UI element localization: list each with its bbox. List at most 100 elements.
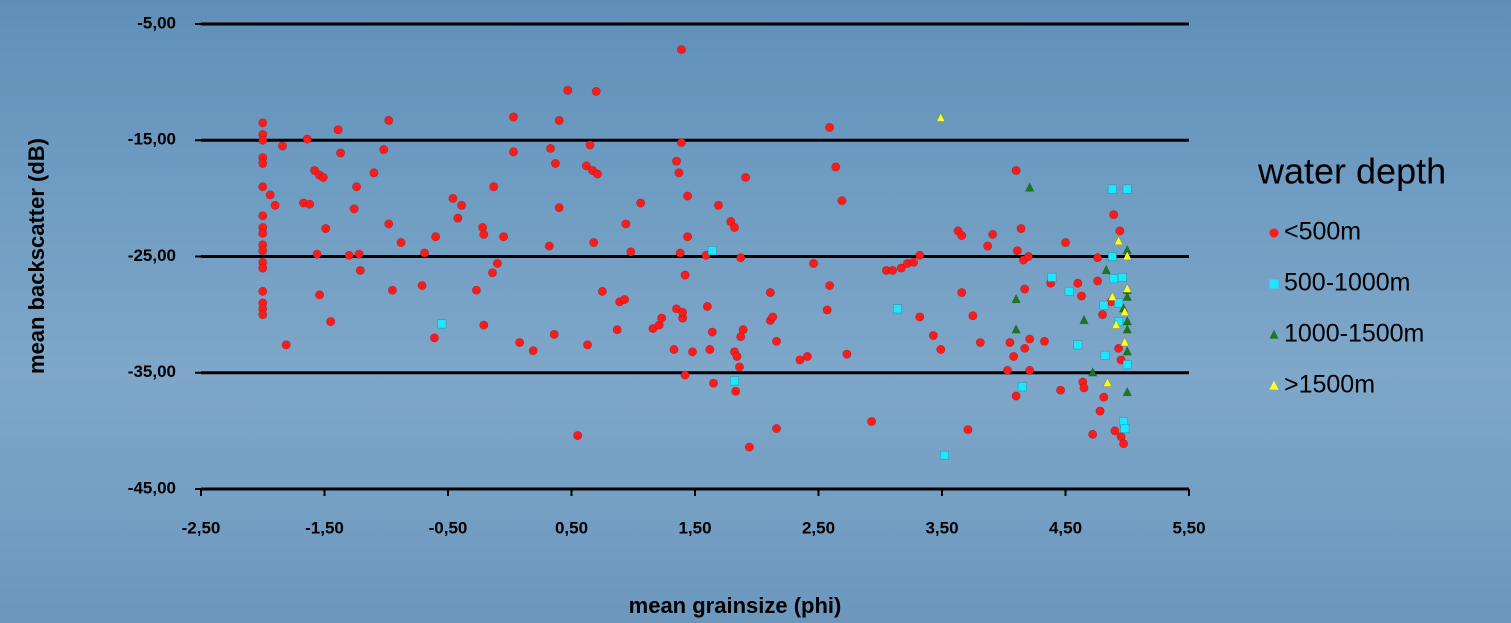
data-point [621,219,631,229]
data-point [683,232,693,242]
data-point [1099,392,1109,402]
data-point [1025,334,1035,344]
data-point [825,122,835,132]
data-point [336,148,346,158]
data-point [669,344,679,354]
data-point [489,182,499,192]
data-point [550,159,560,169]
data-point [713,200,723,210]
legend-marker [1269,228,1279,238]
data-point [896,263,906,273]
data-point [705,344,715,354]
data-point [657,313,667,323]
data-point [1011,324,1021,334]
data-point [1119,439,1129,449]
legend-marker [1269,329,1279,339]
y-tick-label: -35,00 [128,362,176,381]
data-point [333,125,343,135]
data-point [825,281,835,291]
data-point [837,196,847,206]
data-point [1122,386,1132,397]
data-point [1095,406,1105,416]
data-point [957,231,967,241]
x-tick-label: 3,50 [925,518,958,537]
legend-label: 500-1000m [1284,269,1410,297]
data-point [321,224,331,234]
data-point [417,281,427,291]
data-point [1111,319,1121,329]
data-point [487,268,497,278]
data-point [369,168,379,178]
data-point [258,263,268,273]
data-point [585,140,595,150]
data-point [731,386,741,396]
data-point [554,115,564,125]
data-point [554,203,564,213]
y-tick-label: -5,00 [137,13,176,32]
data-point [384,219,394,229]
data-point [355,265,365,275]
data-point [1107,291,1118,301]
data-point [1122,250,1132,261]
data-point [928,331,938,341]
data-point [1073,278,1083,288]
data-point [479,320,489,330]
y-tick-label: -25,00 [128,246,176,265]
data-point [1009,351,1019,361]
data-point [1023,252,1033,262]
data-point [1098,310,1108,320]
data-point [1099,300,1109,310]
data-point [867,417,877,427]
data-point [957,288,967,298]
legend-marker [1269,380,1279,390]
data-point [683,191,693,201]
data-point [1005,338,1015,348]
data-point [581,161,591,171]
data-point [1016,224,1026,234]
data-point [1093,276,1103,286]
data-point [265,190,275,200]
data-point [479,229,489,239]
data-point [741,172,751,182]
data-point [1109,274,1119,284]
x-tick-label: 4,50 [1049,518,1082,537]
data-point [457,200,467,210]
data-point [1011,293,1021,304]
data-point [258,118,268,128]
data-point [744,442,754,452]
data-point [258,246,268,256]
data-point [591,86,601,96]
data-point [453,213,463,223]
data-point [258,211,268,221]
data-point [709,378,719,388]
data-point [278,141,288,151]
data-point [936,344,946,354]
data-point [1020,284,1030,294]
data-point [772,424,782,434]
data-point [471,285,481,295]
x-tick-label: -2,50 [182,518,221,537]
data-point [1002,365,1012,375]
y-tick-label: -15,00 [128,130,176,149]
x-axis-title: mean grainsize (phi) [629,593,842,618]
data-point [1087,367,1098,377]
data-point [1077,291,1087,301]
data-point [1025,365,1035,375]
data-point [258,286,268,296]
data-point [939,450,949,460]
data-point [420,248,430,258]
data-point [396,238,406,248]
data-point [988,229,998,239]
data-point [765,288,775,298]
data-point [1110,426,1120,436]
data-point [802,351,812,361]
x-tick-label: 5,50 [1172,518,1205,537]
data-point [1079,383,1089,393]
legend-title: water depth [1257,151,1446,192]
data-point [492,258,502,268]
data-point [612,325,622,335]
data-point [508,112,518,122]
data-point [583,340,593,350]
data-point [281,340,291,350]
data-point [1107,252,1117,262]
